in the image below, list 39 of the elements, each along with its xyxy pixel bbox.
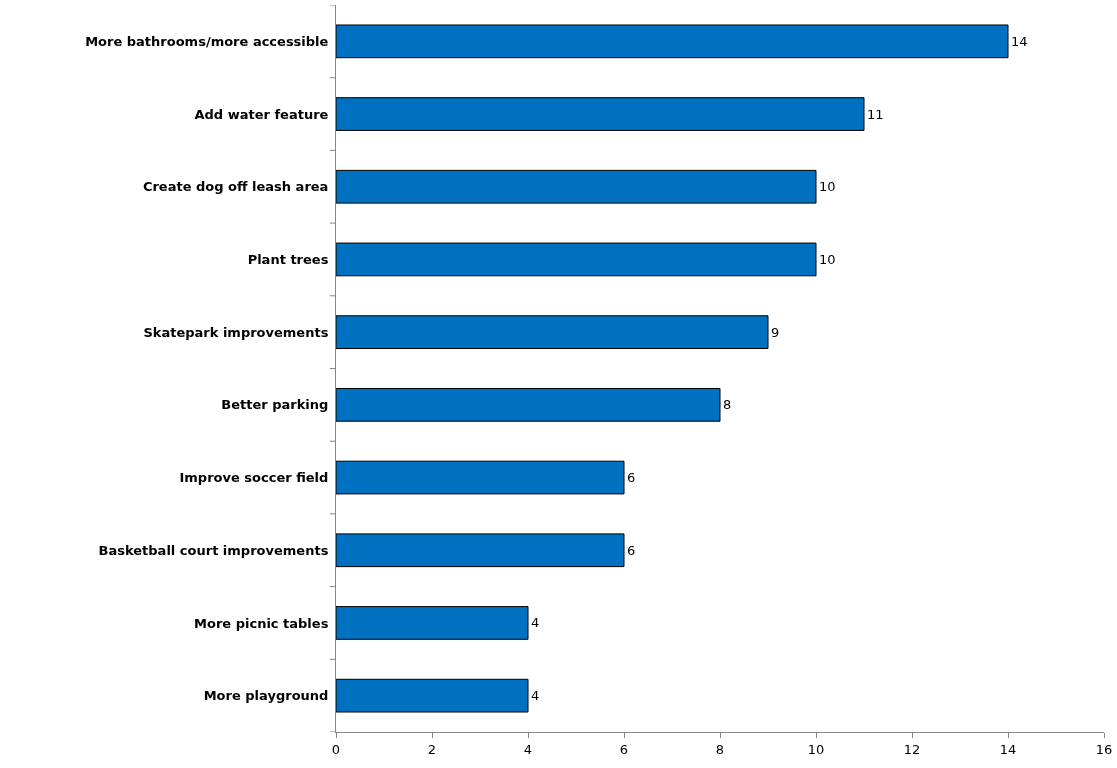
- y-tick-label: Better parking: [221, 397, 329, 413]
- y-tick-label: Skatepark improvements: [143, 324, 329, 340]
- x-tick-label: 6: [619, 741, 629, 757]
- bar: [336, 460, 625, 495]
- data-label: 8: [723, 397, 732, 413]
- data-label: 4: [531, 615, 540, 631]
- bar: [336, 169, 817, 204]
- data-label: 9: [771, 324, 780, 340]
- x-tick-label: 16: [1095, 741, 1113, 757]
- y-tick-label: More playground: [203, 688, 329, 704]
- x-tick-label: 10: [807, 741, 825, 757]
- y-tick-label: More picnic tables: [194, 615, 329, 631]
- data-label: 11: [867, 106, 884, 122]
- x-tick-label: 2: [427, 741, 437, 757]
- x-tick-label: 8: [715, 741, 725, 757]
- bar: [336, 606, 529, 640]
- y-tick-label: Add water feature: [194, 106, 329, 122]
- bar: [336, 242, 817, 277]
- data-label: 10: [819, 251, 836, 267]
- y-tick-label: Plant trees: [247, 252, 329, 267]
- data-label: 6: [627, 470, 636, 486]
- bar: [336, 24, 1009, 59]
- bar: [336, 678, 529, 713]
- y-tick-label: Improve soccer field: [179, 470, 329, 486]
- bar: [336, 533, 625, 568]
- data-label: 6: [627, 542, 636, 558]
- data-label: 4: [531, 688, 540, 704]
- x-tick-label: 14: [999, 741, 1017, 757]
- x-tick-label: 0: [331, 741, 341, 757]
- data-label: 10: [819, 179, 836, 195]
- y-tick-label: More bathrooms/more accessible: [85, 33, 329, 49]
- bar: [336, 97, 865, 131]
- data-label: 14: [1011, 33, 1028, 49]
- y-tick-label: Create dog off leash area: [142, 179, 329, 195]
- bar: [336, 387, 721, 422]
- y-tick-label: Basketball court improvements: [98, 542, 329, 558]
- x-tick-label: 4: [523, 741, 533, 757]
- x-tick-label: 12: [903, 741, 921, 757]
- bar: [336, 315, 769, 350]
